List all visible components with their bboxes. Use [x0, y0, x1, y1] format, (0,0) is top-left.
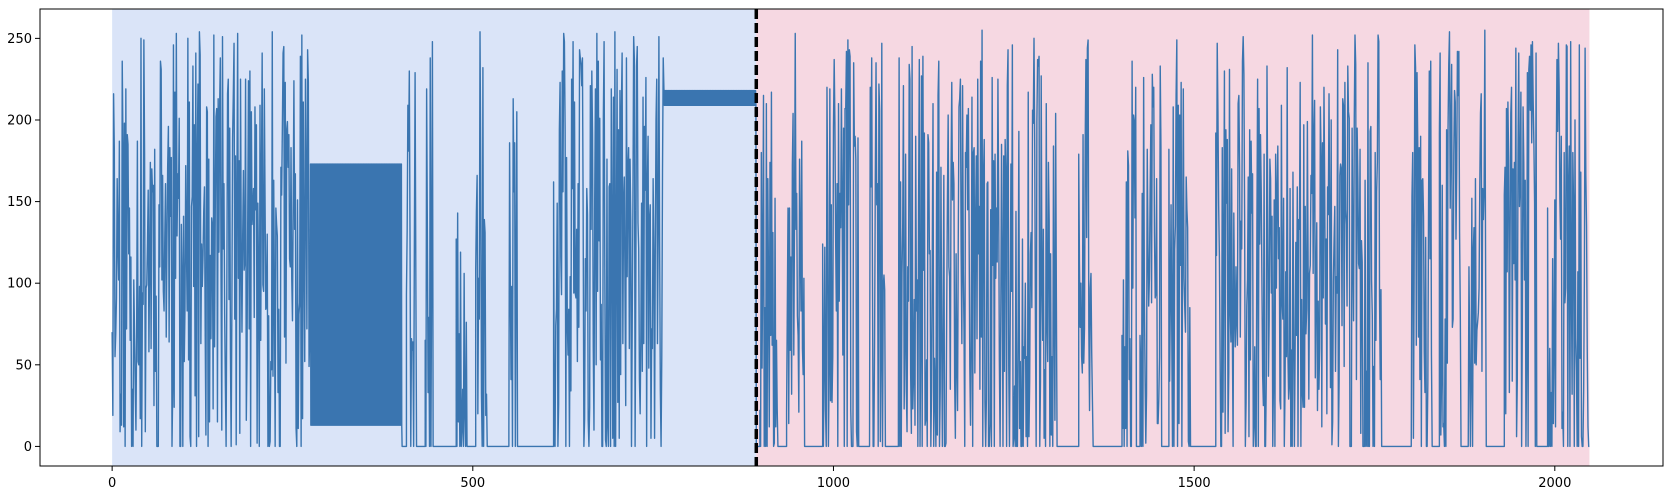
x-axis: 0 500 1000 1500 2000: [108, 466, 1571, 491]
x-tick-label: 1500: [1178, 476, 1211, 491]
plot-frame: [39, 8, 1664, 467]
series-layer: [111, 29, 1590, 448]
y-tick-label: 50: [15, 358, 32, 373]
y-tick-label: 0: [24, 440, 32, 455]
y-tick-label: 250: [7, 32, 32, 47]
x-tick-label: 2000: [1538, 476, 1571, 491]
series-line: [111, 29, 1590, 448]
y-axis: 0 50 100 150 200 250: [7, 32, 40, 455]
x-tick-label: 0: [108, 476, 116, 491]
y-tick-label: 200: [7, 113, 32, 128]
x-tick-label: 1000: [817, 476, 850, 491]
x-tick-label: 500: [460, 476, 485, 491]
y-tick-label: 100: [7, 277, 32, 292]
y-tick-label: 150: [7, 195, 32, 210]
